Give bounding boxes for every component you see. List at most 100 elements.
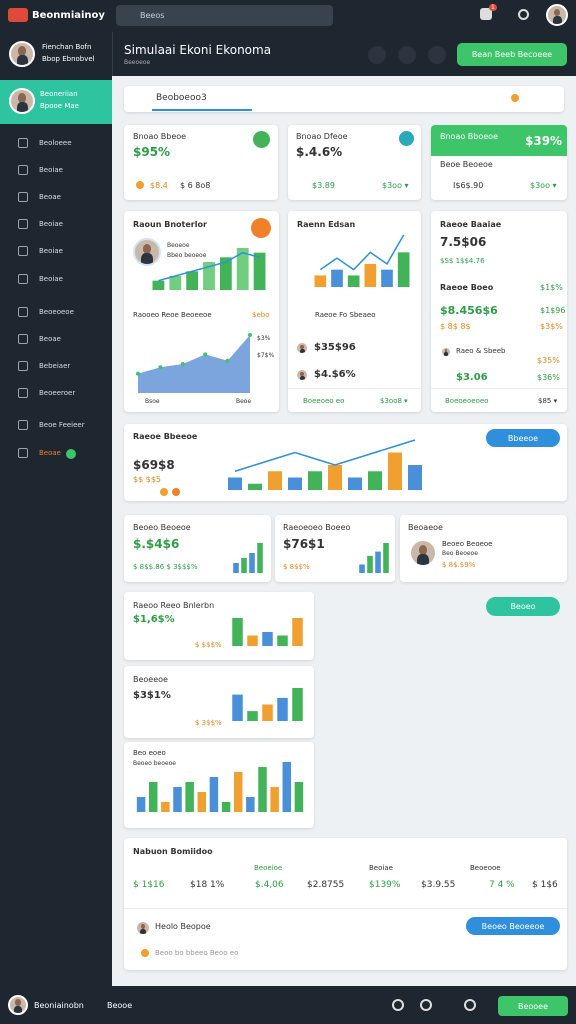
card-sub: $ 8$.$9% bbox=[442, 561, 476, 569]
kpi-title: Bnoao Bbeoe bbox=[133, 132, 187, 141]
bar bbox=[268, 471, 282, 490]
trend-line bbox=[234, 439, 416, 472]
card-pct: $36% bbox=[537, 373, 560, 382]
stat-value: $ 1$6 bbox=[532, 880, 558, 890]
notif-icon bbox=[480, 8, 492, 20]
menu-item[interactable]: Beoeeroer bbox=[39, 389, 76, 397]
footer-icon bbox=[464, 999, 476, 1011]
element bbox=[124, 908, 567, 909]
menu-item[interactable]: Beoae bbox=[39, 335, 61, 343]
mini-chart bbox=[314, 234, 410, 287]
bar bbox=[185, 782, 194, 812]
menu-item[interactable]: Beoiae bbox=[39, 247, 63, 255]
header-subtitle: Beeoeoe bbox=[124, 59, 151, 66]
bar bbox=[262, 632, 273, 646]
card-title: Raeo & Sbeeb bbox=[456, 347, 506, 355]
kpi-note: $3oo ▾ bbox=[382, 181, 409, 190]
button-label: Beoeo bbox=[510, 602, 536, 611]
menu-item[interactable]: Bebeiaer bbox=[39, 362, 71, 370]
bar bbox=[381, 269, 393, 287]
menu-item[interactable]: Beoe Feeieer bbox=[39, 421, 85, 429]
menu-item[interactable]: Beoiae bbox=[39, 220, 63, 228]
row-value: $35$96 bbox=[314, 342, 356, 353]
bar bbox=[258, 767, 267, 812]
point bbox=[203, 352, 208, 357]
card-title: Beoeo Beoeoe bbox=[133, 523, 191, 532]
card-value: $3$1% bbox=[133, 690, 171, 701]
card-title: Raeoe Bbeeoe bbox=[133, 432, 198, 441]
mini-card bbox=[275, 515, 395, 582]
bottom-button[interactable]: Beoeo Beoeeoe bbox=[466, 917, 560, 935]
kpi-sub: Beoe Beoeoe bbox=[440, 160, 493, 169]
card-foot: $85 ▾ bbox=[538, 397, 558, 405]
card-value: $8.456$6 bbox=[440, 304, 498, 317]
side-button[interactable]: Beoeo bbox=[486, 597, 560, 616]
bar bbox=[247, 635, 258, 646]
footer-avatar bbox=[8, 995, 28, 1015]
button-label: Bean Beeb Becoeee bbox=[471, 50, 553, 59]
kpi-value: $.4.6% bbox=[296, 145, 343, 159]
bar bbox=[367, 555, 373, 573]
settings-icon bbox=[518, 9, 529, 20]
card-avatar bbox=[409, 539, 437, 567]
menu-item[interactable]: Beoeoeoe bbox=[39, 308, 74, 316]
summary-card bbox=[124, 838, 567, 970]
footer-tab: Beooe bbox=[107, 1001, 133, 1010]
bar bbox=[236, 248, 249, 290]
wide-button[interactable]: Bbeeoe bbox=[486, 429, 560, 447]
footer-button[interactable]: Beooee bbox=[498, 996, 568, 1016]
bar bbox=[270, 787, 279, 812]
bar bbox=[232, 694, 243, 721]
bar bbox=[247, 711, 258, 721]
menu-item[interactable]: Beoiae bbox=[39, 275, 63, 283]
card-title: Raeoe Baaiae bbox=[440, 220, 502, 229]
card-title: Raeoeoeo Boeeo bbox=[283, 523, 351, 532]
bar bbox=[314, 275, 327, 287]
kpi-extra: $3oo ▾ bbox=[530, 181, 557, 190]
menu-icon bbox=[18, 361, 28, 371]
stat-value: $2.8755 bbox=[307, 880, 345, 890]
card-avatar bbox=[133, 238, 161, 266]
card-value: $69$8 bbox=[133, 458, 175, 472]
kpi-sub: $ 6 8o8 bbox=[180, 181, 211, 190]
menu-item[interactable]: Beoiae bbox=[39, 166, 63, 174]
card-pct: $3$% bbox=[540, 322, 563, 331]
bar bbox=[292, 618, 303, 646]
search-box bbox=[116, 5, 333, 26]
bar bbox=[262, 704, 273, 721]
search-underline bbox=[152, 109, 252, 111]
bar bbox=[248, 483, 262, 490]
element: Beonmiainoy bbox=[32, 10, 105, 21]
header-icon bbox=[398, 46, 416, 64]
menu-item[interactable]: Beoae bbox=[39, 193, 61, 201]
menu-item[interactable]: Beoloeee bbox=[39, 139, 72, 147]
menu-icon bbox=[18, 448, 28, 458]
mini-card bbox=[124, 592, 314, 660]
kpi-card bbox=[124, 125, 278, 200]
menu-icon bbox=[18, 246, 28, 256]
card-pct: $1$% bbox=[540, 283, 563, 292]
kpi-check bbox=[253, 131, 270, 148]
menu-item[interactable]: Beoae bbox=[39, 449, 61, 457]
bar bbox=[203, 262, 215, 290]
card-sub: $ 8$$.86 $ 3$$$% bbox=[133, 563, 198, 571]
bar bbox=[277, 635, 288, 646]
bar bbox=[348, 477, 362, 490]
footer-name: Beoniainobn bbox=[34, 1001, 84, 1010]
top-avatar bbox=[546, 4, 568, 26]
trend-line bbox=[319, 234, 405, 271]
card-sub: Beoeo beoeoe bbox=[133, 760, 176, 767]
stat-value: $ 1$16 bbox=[133, 880, 165, 890]
menu-icon bbox=[18, 388, 28, 398]
bar bbox=[328, 465, 342, 490]
footer-icon bbox=[392, 999, 404, 1011]
card-sub: Beoo bo bbeeo Beoo eo bbox=[155, 949, 239, 957]
header-button[interactable]: Bean Beeb Becoeee bbox=[457, 43, 567, 66]
element bbox=[288, 388, 421, 389]
button-label: Bbeeoe bbox=[507, 433, 539, 443]
mini-chart bbox=[232, 688, 303, 721]
element bbox=[431, 388, 567, 389]
mini-chart bbox=[136, 762, 304, 812]
kpi-value: $95% bbox=[133, 145, 171, 159]
